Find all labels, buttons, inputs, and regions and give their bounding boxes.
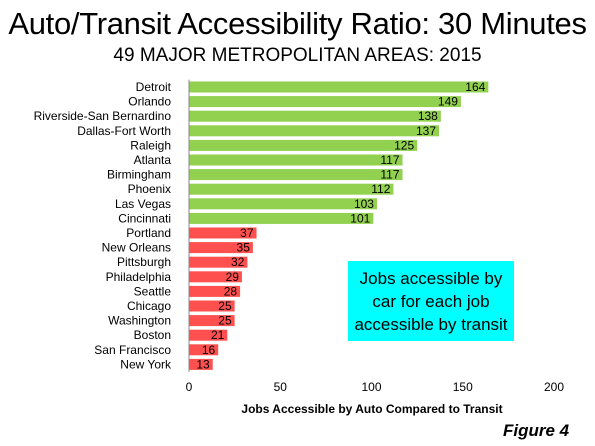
category-label: Birmingham bbox=[107, 168, 171, 182]
figure-label: Figure 4 bbox=[503, 421, 570, 440]
bar bbox=[189, 300, 235, 312]
bar bbox=[189, 358, 213, 370]
data-label: 117 bbox=[380, 153, 399, 167]
data-label: 35 bbox=[237, 241, 251, 255]
category-label: New Orleans bbox=[102, 241, 171, 255]
data-label: 117 bbox=[380, 168, 399, 182]
bar bbox=[189, 81, 489, 93]
bar bbox=[189, 256, 248, 268]
x-tick-label: 200 bbox=[544, 380, 564, 394]
bars-layer: Detroit 164 Orlando 149 Riverside-San Bernar… bbox=[34, 80, 489, 371]
bar bbox=[189, 315, 235, 327]
data-label: 21 bbox=[211, 328, 225, 342]
x-axis: 0 50 100 150 200 bbox=[186, 79, 564, 394]
bar bbox=[189, 169, 403, 181]
bar bbox=[189, 110, 441, 122]
category-label: Pittsburgh bbox=[117, 255, 171, 269]
data-label: 25 bbox=[218, 314, 232, 328]
data-label: 25 bbox=[218, 299, 232, 313]
bar bbox=[189, 139, 418, 151]
bar bbox=[189, 285, 241, 297]
data-label: 28 bbox=[224, 284, 238, 298]
category-label: Portland bbox=[126, 226, 171, 240]
data-label: 13 bbox=[196, 357, 210, 371]
category-label: Philadelphia bbox=[106, 270, 172, 284]
x-tick-label: 50 bbox=[274, 380, 288, 394]
category-label: Las Vegas bbox=[115, 197, 171, 211]
x-tick-label: 150 bbox=[453, 380, 473, 394]
category-label: Seattle bbox=[134, 284, 172, 298]
category-label: New York bbox=[120, 357, 172, 371]
chart-subtitle: 49 MAJOR METROPOLITAN AREAS: 2015 bbox=[113, 45, 482, 66]
bar bbox=[189, 96, 461, 108]
data-label: 37 bbox=[240, 226, 254, 240]
x-axis-label: Jobs Accessible by Auto Compared to Tran… bbox=[241, 402, 502, 416]
category-label: Orlando bbox=[128, 95, 171, 109]
category-label: Dallas-Fort Worth bbox=[77, 124, 171, 138]
data-label: 125 bbox=[394, 138, 414, 152]
category-label: Boston bbox=[134, 328, 171, 342]
bar bbox=[189, 198, 377, 210]
category-label: Atlanta bbox=[134, 153, 172, 167]
data-label: 138 bbox=[418, 109, 438, 123]
annotation-box: Jobs accessible by car for each job acce… bbox=[348, 261, 514, 341]
data-label: 16 bbox=[202, 343, 216, 357]
chart-title: Auto/Transit Accessibility Ratio: 30 Min… bbox=[8, 6, 587, 41]
x-tick-label: 100 bbox=[361, 380, 381, 394]
bar bbox=[189, 183, 394, 195]
bar bbox=[189, 329, 228, 341]
category-label: Riverside-San Bernardino bbox=[34, 109, 172, 123]
data-label: 29 bbox=[226, 270, 240, 284]
category-label: Detroit bbox=[136, 80, 172, 94]
data-label: 103 bbox=[354, 197, 374, 211]
data-label: 112 bbox=[371, 182, 390, 196]
category-label: San Francisco bbox=[94, 343, 171, 357]
category-label: Washington bbox=[108, 314, 171, 328]
bar bbox=[189, 212, 374, 224]
data-label: 137 bbox=[416, 124, 436, 138]
bar bbox=[189, 125, 440, 137]
category-label: Phoenix bbox=[128, 182, 171, 196]
bar bbox=[189, 271, 242, 283]
bar bbox=[189, 344, 219, 356]
data-label: 149 bbox=[438, 95, 458, 109]
x-tick-label: 0 bbox=[186, 380, 193, 394]
data-label: 101 bbox=[350, 211, 370, 225]
data-label: 32 bbox=[231, 255, 245, 269]
category-label: Chicago bbox=[127, 299, 171, 313]
bar bbox=[189, 154, 403, 166]
category-label: Cincinnati bbox=[118, 211, 171, 225]
bar bbox=[189, 227, 257, 239]
data-label: 164 bbox=[465, 80, 485, 94]
bar bbox=[189, 242, 253, 254]
category-label: Raleigh bbox=[130, 138, 171, 152]
